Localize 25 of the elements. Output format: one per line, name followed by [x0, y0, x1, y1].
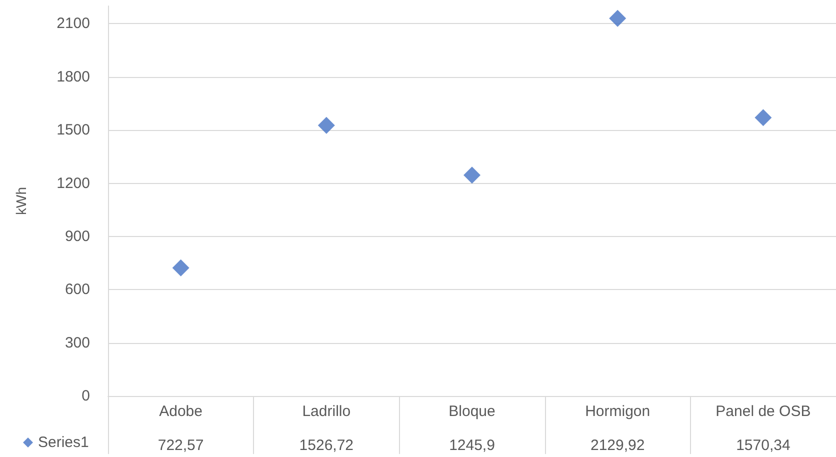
y-tick-label: 1800 [56, 68, 90, 86]
y-tick-label: 2100 [56, 15, 90, 32]
y-tick-label: 1200 [56, 174, 90, 192]
point [464, 166, 480, 184]
data-label: 1526,72 [299, 437, 354, 454]
x-tick-label: Adobe [159, 403, 202, 420]
x-tick-label: Hormigon [585, 403, 650, 420]
y-tick-label: 300 [64, 334, 90, 352]
y-tick-label: 0 [82, 388, 90, 404]
data-label: 1245,9 [449, 437, 495, 454]
x-tick-label: Ladrillo [302, 403, 351, 420]
data-label: 2129,92 [590, 437, 645, 454]
x-tick-label: Panel de OSB [716, 403, 811, 420]
y-axis-title: kWh [13, 187, 29, 215]
y-tick-label: 900 [64, 228, 90, 245]
y-tick-label: 1500 [56, 122, 90, 139]
point [318, 116, 335, 134]
data-label: 1570,34 [736, 437, 790, 454]
legend-label: Series1 [38, 434, 89, 451]
point [172, 259, 190, 276]
y-tick-label: 600 [64, 281, 90, 298]
point [754, 109, 772, 126]
x-tick-label: Bloque [448, 403, 496, 420]
point [609, 10, 626, 27]
data-label: 722,57 [158, 437, 204, 454]
